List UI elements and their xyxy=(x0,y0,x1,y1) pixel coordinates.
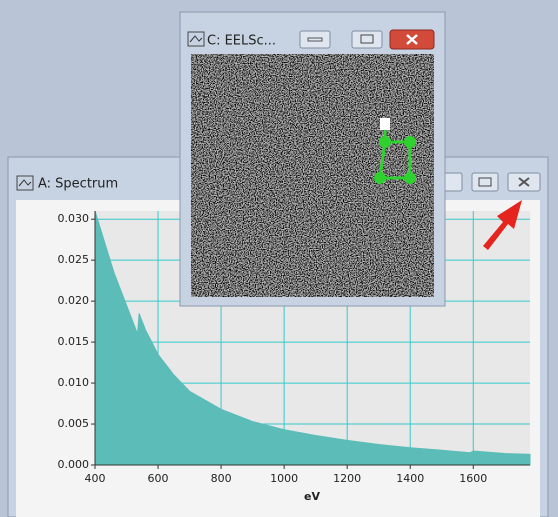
y-tick-label: 0.015 xyxy=(58,335,90,348)
y-tick-label: 0.020 xyxy=(58,294,90,307)
spectrum-area xyxy=(94,210,531,466)
y-tick-label: 0.030 xyxy=(58,212,90,225)
app-icon xyxy=(187,31,205,47)
x-tick-label: 800 xyxy=(211,472,232,485)
x-axis-label: eV xyxy=(304,490,320,503)
x-tick-label: 600 xyxy=(148,472,169,485)
maximize-button[interactable] xyxy=(351,30,383,49)
x-tick-label: 1200 xyxy=(333,472,361,485)
minimize-icon xyxy=(307,37,323,42)
y-tick-label: 0.000 xyxy=(58,458,90,471)
minimize-button[interactable] xyxy=(299,30,331,49)
x-tick-label: 1400 xyxy=(396,472,424,485)
maximize-button[interactable] xyxy=(471,172,499,192)
maximize-icon xyxy=(360,34,374,44)
x-tick-label: 400 xyxy=(85,472,106,485)
pointer-arrow xyxy=(483,200,522,250)
y-tick-label: 0.025 xyxy=(58,253,90,266)
window-title: C: EELSc... xyxy=(207,34,276,49)
y-tick-label: 0.005 xyxy=(58,417,90,430)
window-title: A: Spectrum xyxy=(38,177,118,192)
y-tick-label: 0.010 xyxy=(58,376,90,389)
image-window: C: EELSc... xyxy=(179,11,446,307)
roi-handles xyxy=(374,118,416,184)
x-tick-label: 1000 xyxy=(270,472,298,485)
app-icon xyxy=(16,175,34,191)
x-tick-label: 1600 xyxy=(459,472,487,485)
close-icon xyxy=(518,177,530,187)
image-noise xyxy=(191,54,434,297)
close-icon xyxy=(406,34,418,45)
spectrum-window: A: Spectrum 0.000 0.005 0.010 0.015 0.020 0.0… xyxy=(7,156,549,517)
maximize-icon xyxy=(478,177,492,187)
